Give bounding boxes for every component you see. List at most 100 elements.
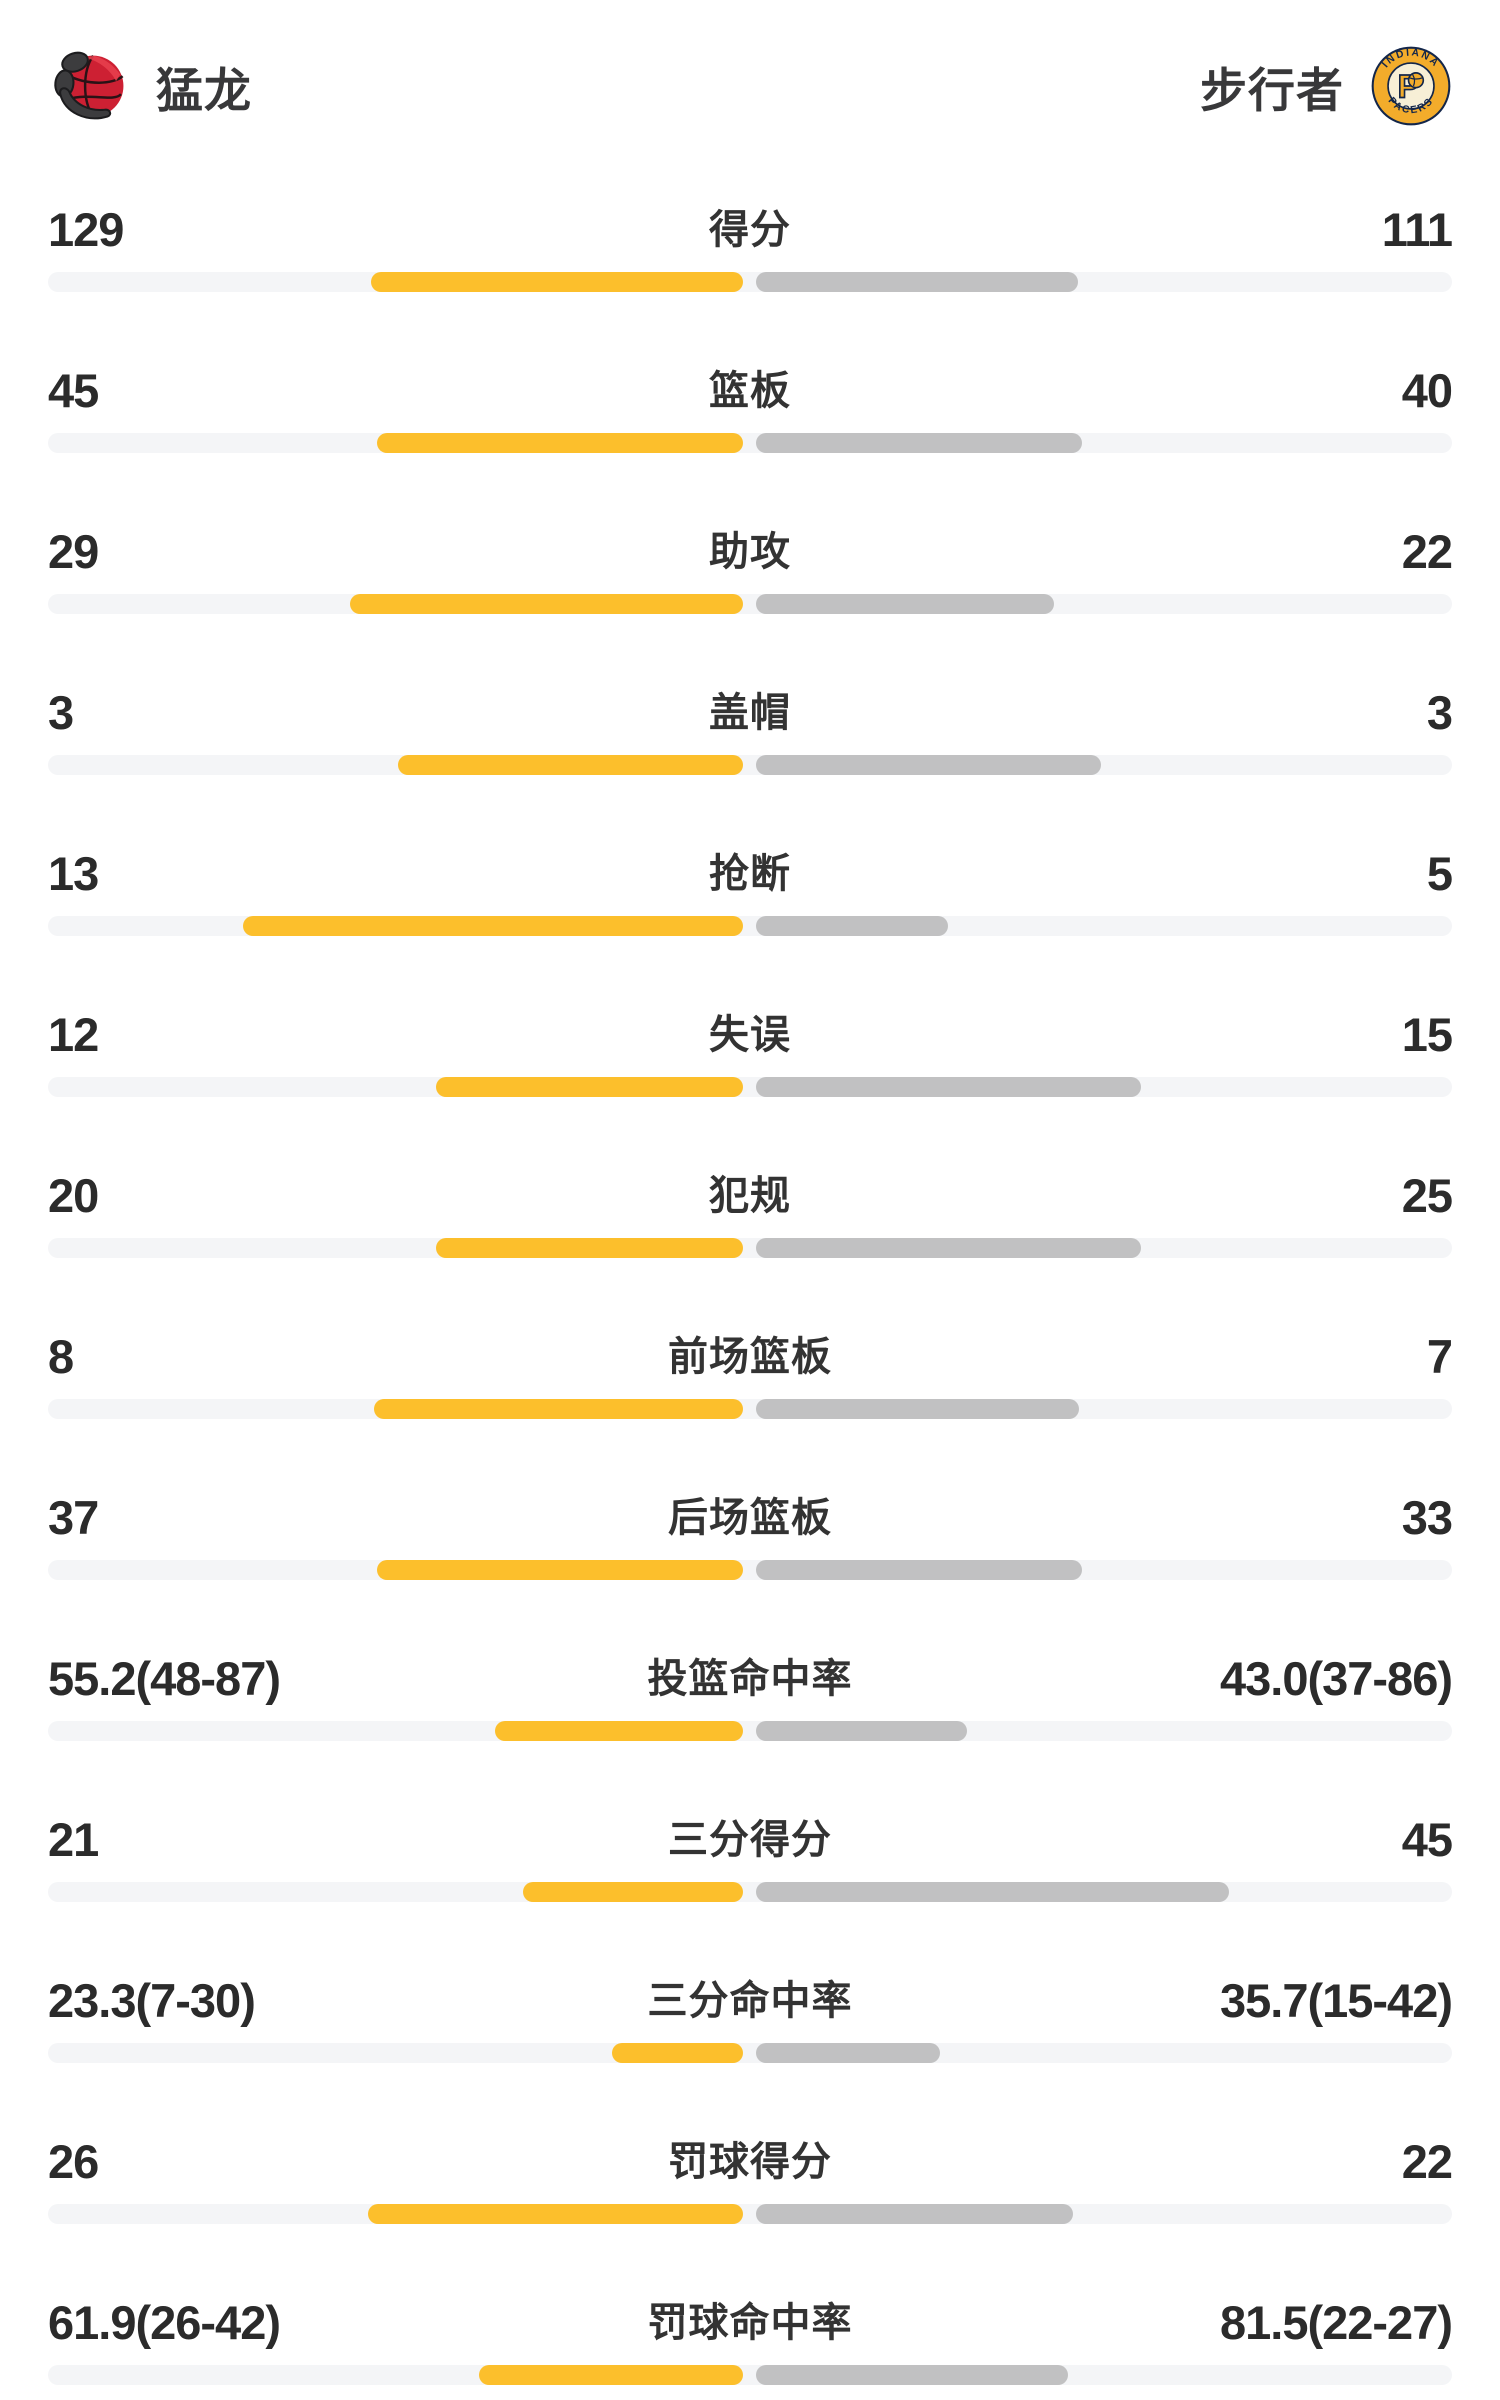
away-team-name: 步行者: [1200, 63, 1344, 117]
away-stat-bar: [756, 594, 1054, 614]
stat-label: 盖帽: [709, 691, 791, 735]
home-stat-bar: [376, 1560, 743, 1580]
away-stat-bar: [756, 1560, 1082, 1580]
stat-line: 12 失误 15: [48, 1008, 1453, 1061]
home-stat-bar: [243, 916, 743, 936]
home-stat-value: 21: [48, 1813, 99, 1866]
home-stat-bar: [522, 1882, 743, 1902]
stat-bar-track: [48, 1721, 1452, 1741]
stat-label: 投篮命中率: [647, 1657, 853, 1701]
away-stat-value: 45: [1401, 1813, 1453, 1866]
stat-row-7: 8 前场篮板 7: [48, 1330, 1453, 1419]
stat-label: 后场篮板: [668, 1496, 832, 1540]
stat-bar-track: [48, 272, 1452, 292]
stat-line: 21 三分得分 45: [48, 1813, 1453, 1866]
away-stat-bar: [756, 2365, 1068, 2385]
home-stat-value: 45: [48, 364, 99, 417]
stat-line: 8 前场篮板 7: [48, 1330, 1453, 1383]
home-stat-bar: [435, 1077, 743, 1097]
stat-label: 罚球命中率: [647, 2301, 853, 2345]
stat-row-10: 21 三分得分 45: [48, 1813, 1453, 1902]
stat-bar-track: [48, 755, 1452, 775]
stat-row-1: 45 篮板 40: [48, 364, 1453, 453]
stat-row-13: 61.9(26-42) 罚球命中率 81.5(22-27): [48, 2296, 1453, 2385]
home-stat-value: 3: [48, 686, 74, 739]
home-stat-bar: [368, 2204, 743, 2224]
away-stat-bar: [756, 2043, 940, 2063]
home-stat-bar: [435, 1238, 743, 1258]
stat-row-8: 37 后场篮板 33: [48, 1491, 1453, 1580]
stat-bar-track: [48, 1077, 1452, 1097]
stat-line: 13 抢断 5: [48, 847, 1453, 900]
home-stat-value: 37: [48, 1491, 99, 1544]
stat-row-12: 26 罚球得分 22: [48, 2135, 1453, 2224]
home-stat-bar: [397, 755, 743, 775]
stat-row-2: 29 助攻 22: [48, 525, 1453, 614]
home-stat-bar: [373, 1399, 743, 1419]
stat-line: 61.9(26-42) 罚球命中率 81.5(22-27): [48, 2296, 1453, 2349]
home-stat-bar: [376, 433, 743, 453]
stat-label: 三分得分: [668, 1818, 832, 1862]
away-stat-value: 35.7(15-42): [1220, 1974, 1453, 2027]
away-stat-bar: [756, 1238, 1141, 1258]
stat-label: 前场篮板: [668, 1335, 832, 1379]
stat-row-4: 13 抢断 5: [48, 847, 1453, 936]
away-stat-value: 111: [1381, 203, 1453, 256]
stat-label: 罚球得分: [668, 2140, 832, 2184]
stat-bar-track: [48, 1399, 1452, 1419]
home-stat-value: 8: [48, 1330, 74, 1383]
pacers-logo-icon: INDIANA PACERS P: [1371, 46, 1451, 126]
home-stat-value: 55.2(48-87): [48, 1652, 281, 1705]
home-stat-value: 20: [48, 1169, 99, 1222]
stat-label: 失误: [709, 1013, 791, 1057]
stat-bar-track: [48, 2043, 1452, 2063]
away-team: 步行者 INDIANA PACERS P: [1200, 45, 1452, 127]
stat-bar-track: [48, 916, 1452, 936]
away-stat-bar: [756, 272, 1078, 292]
stat-bar-track: [48, 433, 1452, 453]
stat-line: 29 助攻 22: [48, 525, 1453, 578]
away-stat-value: 22: [1401, 525, 1453, 578]
stat-row-6: 20 犯规 25: [48, 1169, 1453, 1258]
stat-label: 犯规: [709, 1174, 791, 1218]
stat-bar-track: [48, 1560, 1452, 1580]
away-stat-value: 15: [1401, 1008, 1453, 1061]
stat-bar-track: [48, 2204, 1452, 2224]
stat-label: 抢断: [709, 852, 791, 896]
away-stat-bar: [756, 755, 1102, 775]
stat-line: 23.3(7-30) 三分命中率 35.7(15-42): [48, 1974, 1453, 2027]
stat-bar-track: [48, 594, 1452, 614]
stat-bar-track: [48, 1882, 1452, 1902]
home-stat-value: 12: [48, 1008, 99, 1061]
home-stat-value: 26: [48, 2135, 99, 2188]
home-stat-bar: [494, 1721, 743, 1741]
stat-label: 助攻: [709, 530, 791, 574]
stat-line: 45 篮板 40: [48, 364, 1453, 417]
stat-line: 37 后场篮板 33: [48, 1491, 1453, 1544]
away-stat-bar: [756, 1399, 1079, 1419]
home-stat-value: 13: [48, 847, 99, 900]
home-team: 猛龙: [48, 45, 252, 127]
stat-row-11: 23.3(7-30) 三分命中率 35.7(15-42): [48, 1974, 1453, 2063]
stats-comparison-list: 129 得分 111 45 篮板 40 29 助攻 22: [0, 205, 1500, 2385]
away-stat-value: 81.5(22-27): [1220, 2296, 1453, 2349]
stat-bar-track: [48, 1238, 1452, 1258]
home-stat-value: 61.9(26-42): [48, 2296, 281, 2349]
away-stat-value: 33: [1401, 1491, 1453, 1544]
stat-line: 26 罚球得分 22: [48, 2135, 1453, 2188]
stat-bar-track: [48, 2365, 1452, 2385]
stat-row-5: 12 失误 15: [48, 1008, 1453, 1097]
away-stat-value: 5: [1426, 847, 1453, 900]
home-team-name: 猛龙: [156, 63, 252, 117]
away-stat-value: 3: [1426, 686, 1453, 739]
home-stat-value: 129: [48, 203, 124, 256]
away-stat-value: 7: [1426, 1330, 1453, 1383]
away-stat-value: 40: [1401, 364, 1453, 417]
stat-line: 129 得分 111: [48, 203, 1453, 256]
stat-label: 三分命中率: [647, 1979, 853, 2023]
home-stat-value: 29: [48, 525, 99, 578]
home-stat-bar: [612, 2043, 743, 2063]
stat-line: 55.2(48-87) 投篮命中率 43.0(37-86): [48, 1652, 1453, 1705]
stat-row-3: 3 盖帽 3: [48, 686, 1453, 775]
away-stat-bar: [756, 1077, 1141, 1097]
